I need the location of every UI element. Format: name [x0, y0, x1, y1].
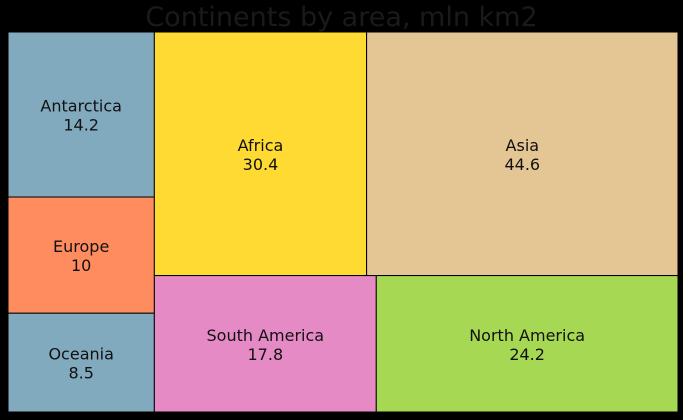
- tile-label-south-america: South America: [207, 326, 325, 345]
- treemap-rect-antarctica: [7, 31, 155, 198]
- tile-value-oceania: 8.5: [68, 364, 93, 383]
- treemap-rect-oceania: [7, 312, 155, 413]
- tile-value-asia: 44.6: [504, 155, 540, 174]
- tile-value-africa: 30.4: [243, 155, 279, 174]
- treemap-rect-europe: [7, 196, 155, 314]
- tile-label-antarctica: Antarctica: [40, 97, 122, 116]
- chart-title: Continents by area, mln km2: [145, 2, 538, 33]
- treemap-rect-africa: [153, 31, 368, 277]
- tile-value-antarctica: 14.2: [63, 116, 99, 135]
- tile-label-africa: Africa: [238, 136, 284, 155]
- treemap-rect-north-america: [375, 275, 679, 413]
- tile-value-north-america: 24.2: [509, 345, 545, 364]
- tile-value-europe: 10: [71, 256, 91, 275]
- tile-label-europe: Europe: [53, 237, 109, 256]
- tile-label-oceania: Oceania: [48, 345, 113, 364]
- treemap-rect-south-america: [153, 275, 377, 413]
- tile-value-south-america: 17.8: [248, 345, 284, 364]
- tile-label-asia: Asia: [506, 136, 540, 155]
- tile-label-north-america: North America: [469, 326, 585, 345]
